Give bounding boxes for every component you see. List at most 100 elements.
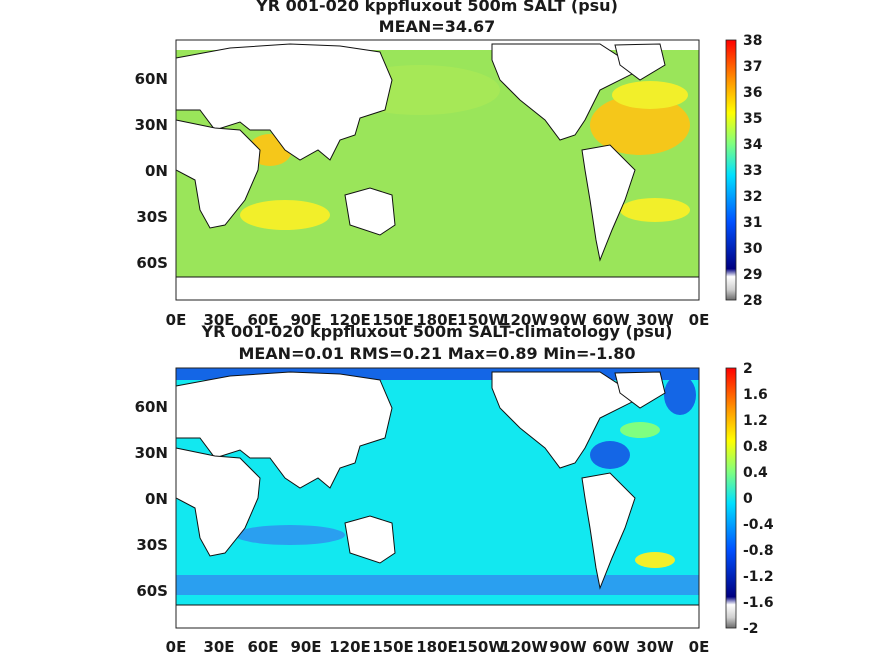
colorbar-tick: -1.2 [743, 569, 774, 585]
lat-tick: 60S [136, 254, 168, 272]
lon-tick: 0E [166, 311, 187, 329]
colorbar-tick: 1.2 [743, 413, 768, 429]
north-atlantic-high [590, 95, 690, 155]
lon-tick: 150E [372, 311, 414, 329]
lon-tick: 30W [636, 638, 674, 656]
colorbar-tick: 34 [743, 137, 763, 153]
north-atlantic-ring [612, 81, 688, 109]
panel-bottom-title: YR 001-020 kppfluxout 500m SALT-climatol… [201, 322, 673, 341]
lat-tick: 30S [136, 208, 168, 226]
land-eurasia-top [175, 43, 393, 161]
colorbar-tick: 2 [743, 361, 753, 377]
colorbar-tick: 0.8 [743, 439, 768, 455]
colorbar-tick: 1.6 [743, 387, 768, 403]
colorbar-tick: -0.4 [743, 517, 774, 533]
lon-tick: 30W [636, 311, 674, 329]
labrador-negative [664, 375, 696, 415]
panel-top: YR 001-020 kppfluxout 500m SALT (psu) ME… [135, 0, 763, 329]
land-greenland-bottom [614, 371, 666, 409]
land-africa-bottom [175, 447, 261, 557]
map-bottom [175, 367, 700, 629]
lon-tick: 150W [457, 311, 505, 329]
lon-tick: 0E [166, 638, 187, 656]
lon-tick: 60E [247, 638, 278, 656]
panel-top-subtitle: MEAN=34.67 [379, 17, 496, 36]
colorbar-tick: 28 [743, 293, 762, 309]
colorbar-tick: 32 [743, 189, 762, 205]
lon-tick: 90E [290, 638, 321, 656]
panel-bottom-subtitle: MEAN=0.01 RMS=0.21 Max=0.89 Min=-1.80 [238, 344, 635, 363]
lat-tick: 60N [135, 70, 168, 88]
land-antarctica-top [175, 276, 700, 301]
map-top [175, 39, 700, 301]
lon-tick: 30E [203, 638, 234, 656]
land-australia-top [344, 187, 396, 236]
colorbar-tick: 37 [743, 59, 762, 75]
colorbar-tick: -1.6 [743, 595, 774, 611]
lat-tick: 30S [136, 536, 168, 554]
panel-bottom: YR 001-020 kppfluxout 500m SALT-climatol… [135, 322, 774, 656]
colorbar-tick: 29 [743, 267, 762, 283]
lat-tick: 60N [135, 398, 168, 416]
lon-tick: 180E [416, 638, 458, 656]
lon-tick: 60E [247, 311, 278, 329]
land-greenland-top [614, 43, 666, 81]
lon-tick: 150W [457, 638, 505, 656]
colorbar-top: 38 37 36 35 34 33 32 31 30 29 28 [725, 33, 763, 309]
south-atlantic-positive [635, 552, 675, 568]
lat-tick: 0N [145, 490, 168, 508]
lon-tick: 120E [329, 311, 371, 329]
colorbar-tick: 35 [743, 111, 762, 127]
colorbar-tick: -2 [743, 621, 759, 637]
lon-tick: 0E [689, 311, 710, 329]
land-south-america-bottom [581, 472, 636, 590]
lat-tick: 30N [135, 116, 168, 134]
colorbar-tick: 30 [743, 241, 763, 257]
lon-tick: 30E [203, 311, 234, 329]
land-eurasia-bottom [175, 371, 393, 489]
colorbar-bottom: 2 1.6 1.2 0.8 0.4 0 -0.4 -0.8 -1.2 -1.6 … [725, 361, 774, 637]
colorbar-tick: 33 [743, 163, 762, 179]
land-antarctica-bottom [175, 604, 700, 629]
colorbar-tick: 31 [743, 215, 762, 231]
colorbar-tick: 0 [743, 491, 753, 507]
gulf-stream-negative [590, 441, 630, 469]
map-frame-bottom [175, 367, 700, 629]
lon-ticks-top: 0E 30E 60E 90E 120E 150E 180E 150W 120W … [166, 311, 710, 329]
lon-tick: 150E [372, 638, 414, 656]
lon-tick: 60W [592, 638, 630, 656]
lon-tick: 180E [416, 311, 458, 329]
lon-tick: 90W [549, 311, 587, 329]
lon-tick: 120W [500, 638, 548, 656]
map-frame-top [175, 39, 700, 301]
panel-top-title: YR 001-020 kppfluxout 500m SALT (psu) [255, 0, 618, 15]
colorbar-bottom-ramp [725, 367, 737, 629]
land-bottom [175, 371, 700, 629]
south-atlantic-high [620, 198, 690, 222]
indian-ocean-negative [235, 525, 345, 545]
lon-tick: 120W [500, 311, 548, 329]
land-africa-top [175, 119, 261, 229]
lon-tick: 90E [290, 311, 321, 329]
south-indian-high [240, 200, 330, 230]
lon-tick: 120E [329, 638, 371, 656]
lon-tick: 60W [592, 311, 630, 329]
land-top [175, 43, 700, 301]
lat-tick: 0N [145, 162, 168, 180]
colorbar-top-ramp [725, 39, 737, 301]
lat-tick: 30N [135, 444, 168, 462]
lat-tick: 60S [136, 582, 168, 600]
lon-tick: 90W [549, 638, 587, 656]
land-australia-bottom [344, 515, 396, 564]
colorbar-tick: 38 [743, 33, 762, 49]
southern-ocean-band [176, 575, 699, 595]
lat-ticks-bottom: 60N 30N 0N 30S 60S [135, 398, 168, 600]
arctic-cap-top [176, 40, 699, 50]
north-atlantic-positive [620, 422, 660, 438]
colorbar-tick: -0.8 [743, 543, 774, 559]
lat-ticks-top: 60N 30N 0N 30S 60S [135, 70, 168, 272]
lon-tick: 0E [689, 638, 710, 656]
lon-ticks-bottom: 0E 30E 60E 90E 120E 150E 180E 150W 120W … [166, 638, 710, 656]
colorbar-tick: 36 [743, 85, 762, 101]
